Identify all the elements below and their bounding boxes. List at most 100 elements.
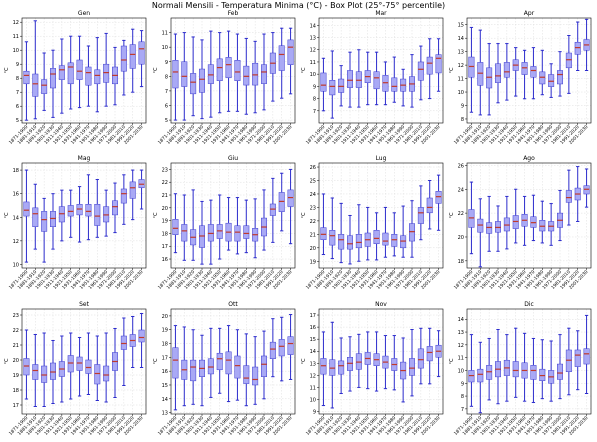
- chart-title: Dic: [524, 301, 534, 308]
- box-iqr: [417, 61, 424, 81]
- box-iqr: [32, 207, 39, 227]
- box-1901-1930: [50, 49, 56, 118]
- box-iqr: [243, 225, 250, 239]
- box-1881-1910: [329, 50, 336, 119]
- y-tick-label: 24: [458, 187, 464, 193]
- y-tick-label: 17: [13, 403, 19, 409]
- box-1951-1980: [243, 333, 250, 407]
- y-tick-label: 16: [310, 325, 316, 331]
- y-tick-label: 13: [310, 36, 316, 42]
- box-1971-2000: [557, 51, 563, 97]
- box-iqr: [138, 329, 145, 343]
- box-1871-1900: [172, 33, 179, 121]
- box-iqr: [58, 65, 65, 80]
- box-1941-1970: [85, 45, 92, 107]
- box-1901-1930: [199, 200, 205, 265]
- chart-title: Mag: [78, 155, 91, 162]
- box-1871-1900: [320, 57, 327, 112]
- y-tick-label: 7: [16, 90, 19, 96]
- y-tick-label: 23: [162, 167, 168, 173]
- box-1881-1910: [32, 183, 39, 250]
- y-tick-label: 11: [162, 31, 168, 37]
- box-1971-2000: [112, 46, 118, 106]
- box-1911-1940: [355, 333, 362, 388]
- box-1921-1950: [512, 47, 519, 97]
- box-iqr: [355, 71, 362, 88]
- box-1891-1920: [190, 36, 197, 117]
- box-iqr: [269, 341, 276, 359]
- box-iqr: [486, 365, 493, 380]
- plot-frame: [318, 162, 444, 269]
- plot-frame: [21, 17, 147, 124]
- plot-frame: [170, 308, 296, 415]
- chart-panel-mar: 78910111213141871-19001881-19101891-1920…: [301, 10, 444, 146]
- box-1941-1970: [85, 332, 92, 395]
- y-tick-label: 18: [13, 168, 19, 174]
- box-1901-1930: [199, 334, 205, 407]
- box-iqr: [287, 39, 294, 65]
- box-1881-1910: [181, 32, 188, 121]
- y-axis-label: °C: [153, 358, 159, 365]
- box-iqr: [76, 59, 83, 80]
- box-iqr: [338, 78, 345, 93]
- box-iqr: [574, 41, 581, 55]
- box-1891-1920: [190, 329, 197, 405]
- box-iqr: [120, 45, 127, 72]
- box-1951-1980: [243, 199, 250, 254]
- box-1911-1940: [207, 199, 214, 265]
- y-axis-label: °C: [4, 212, 10, 219]
- box-1981-2010: [417, 45, 424, 101]
- box-1991-2020: [574, 21, 581, 71]
- y-tick-label: 9: [165, 60, 168, 66]
- y-tick-label: 22: [13, 328, 19, 334]
- y-tick-label: 11: [13, 34, 19, 40]
- box-iqr: [373, 71, 380, 90]
- box-iqr: [355, 234, 362, 249]
- y-axis-label: °C: [449, 212, 455, 219]
- box-iqr: [103, 63, 110, 83]
- box-1941-1970: [234, 33, 241, 112]
- box-2001-2030: [138, 30, 145, 88]
- y-tick-label: 17: [162, 244, 168, 250]
- box-1971-2000: [409, 54, 415, 108]
- box-1991-2020: [129, 316, 136, 368]
- box-1911-1940: [58, 189, 65, 242]
- box-2001-2030: [435, 38, 442, 92]
- box-iqr: [23, 201, 30, 217]
- y-tick-label: 10: [310, 398, 316, 404]
- y-tick-label: 17: [162, 355, 168, 361]
- y-tick-label: 6: [165, 104, 168, 110]
- box-1941-1970: [234, 197, 241, 255]
- box-1891-1920: [338, 65, 345, 107]
- box-iqr: [199, 225, 205, 248]
- box-iqr: [287, 336, 294, 355]
- plot-area: [171, 18, 295, 123]
- box-1951-1980: [94, 37, 101, 113]
- chart-title: Giu: [228, 155, 238, 162]
- box-iqr: [426, 346, 433, 362]
- box-1951-1980: [539, 200, 546, 244]
- box-iqr: [41, 211, 48, 232]
- box-1961-1990: [252, 40, 259, 114]
- box-1931-1960: [225, 30, 232, 112]
- box-1881-1910: [477, 341, 484, 414]
- y-tick-label: 14: [13, 215, 19, 221]
- box-2001-2030: [583, 168, 590, 208]
- box-iqr: [50, 362, 56, 380]
- y-tick-label: 12: [310, 48, 316, 54]
- y-axis-label: °C: [4, 67, 10, 74]
- y-tick-label: 20: [162, 206, 168, 212]
- box-iqr: [557, 70, 563, 85]
- y-tick-label: 15: [162, 383, 168, 389]
- box-1951-1980: [94, 335, 101, 401]
- box-1931-1960: [76, 35, 83, 109]
- chart-panel-dic: 78910111213141871-19001881-19101891-1920…: [449, 301, 592, 437]
- box-1961-1990: [548, 340, 555, 402]
- box-iqr: [23, 70, 30, 85]
- chart-title: Set: [79, 301, 90, 308]
- box-1981-2010: [269, 177, 276, 243]
- box-iqr: [94, 69, 101, 85]
- box-1921-1950: [216, 327, 223, 394]
- box-1891-1920: [486, 43, 493, 116]
- box-1981-2010: [565, 327, 572, 396]
